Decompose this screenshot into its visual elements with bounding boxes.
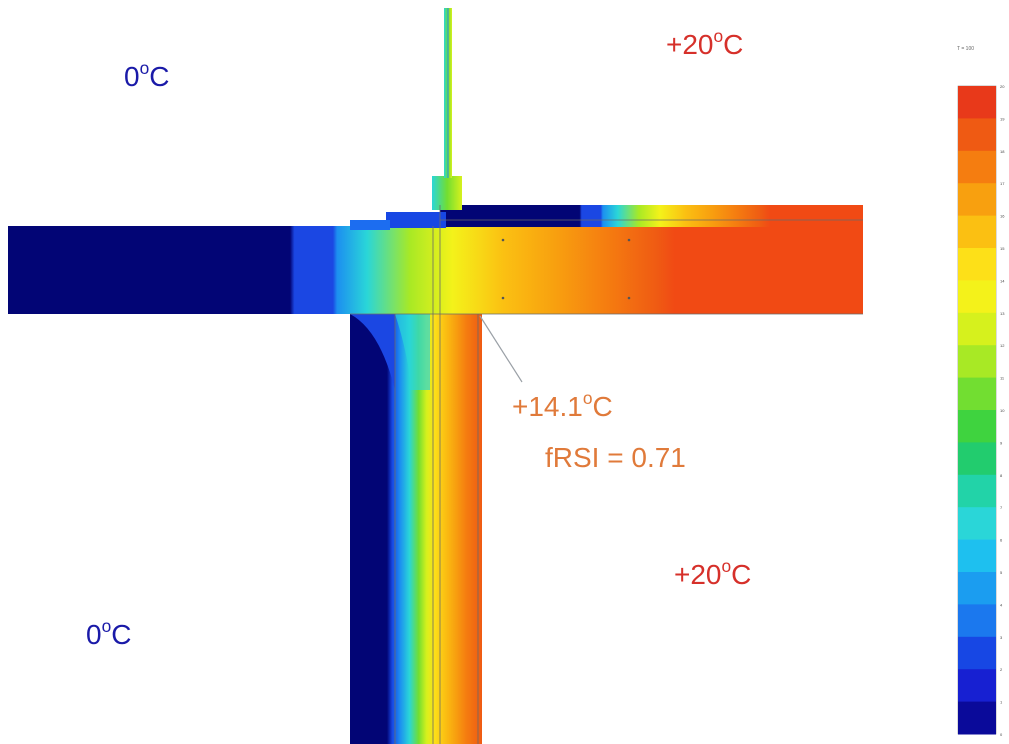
legend-swatch — [958, 442, 996, 476]
legend-swatch — [958, 280, 996, 314]
legend-tick-label: 3 — [1000, 635, 1003, 640]
legend-tick-label: 1 — [1000, 700, 1003, 705]
legend-tick-label: 13 — [1000, 311, 1005, 316]
legend-swatch — [958, 539, 996, 573]
legend-tick-label: 12 — [1000, 343, 1005, 348]
legend-tick-label: 2 — [1000, 667, 1003, 672]
legend-swatch — [958, 150, 996, 184]
post-base — [432, 176, 462, 210]
legend-swatch — [958, 636, 996, 670]
legend-tick-label: 16 — [1000, 214, 1005, 219]
legend-swatch — [958, 248, 996, 281]
frsi-callout: fRSI = 0.71 — [545, 442, 686, 473]
legend-tick-label: 11 — [1000, 376, 1005, 381]
legend-swatch — [958, 215, 996, 249]
legend-tick-label: 4 — [1000, 602, 1003, 607]
inside-temp-label-bottom: +20oC — [674, 556, 752, 591]
legend-tick-label: 18 — [1000, 149, 1005, 154]
legend-tick-label: 8 — [1000, 473, 1003, 478]
inside-temp-label-top: +20oC — [666, 26, 744, 61]
slab-step — [386, 212, 446, 228]
legend-swatch — [958, 701, 996, 735]
legend-swatch — [958, 312, 996, 346]
legend-swatch — [958, 669, 996, 703]
legend-swatch — [958, 183, 996, 217]
legend-swatch — [958, 345, 996, 379]
legend-swatch — [958, 118, 996, 152]
legend-tick-label: 14 — [1000, 278, 1005, 283]
legend-tick-label: 0 — [1000, 732, 1003, 737]
legend-swatch — [958, 572, 996, 605]
legend-swatch — [958, 410, 996, 443]
legend-swatch — [958, 86, 996, 119]
callout-leader — [479, 315, 523, 383]
legend-tick-label: 7 — [1000, 505, 1003, 510]
legend-swatch — [958, 474, 996, 508]
legend-swatch — [958, 507, 996, 541]
legend-tick-label: 6 — [1000, 538, 1003, 543]
legend-tick-label: 10 — [1000, 408, 1005, 413]
construction-lines — [350, 205, 863, 744]
legend-tick-label: 9 — [1000, 440, 1003, 445]
legend-header: T = 100 — [957, 46, 975, 52]
legend-tick-label: 20 — [1000, 84, 1005, 89]
legend-tick-label: 5 — [1000, 570, 1003, 575]
legend-tick-label: 15 — [1000, 246, 1005, 251]
legend-tick-label: 17 — [1000, 181, 1005, 186]
markers — [501, 238, 631, 300]
outside-temp-label-top: 0oC — [124, 58, 170, 93]
legend-tick-label: 19 — [1000, 116, 1005, 121]
legend-swatch — [958, 377, 996, 411]
outside-temp-label-bottom: 0oC — [86, 616, 132, 651]
surface-temp-callout: +14.1oC — [512, 388, 613, 423]
legend-swatch — [958, 604, 996, 638]
slab — [8, 226, 863, 314]
